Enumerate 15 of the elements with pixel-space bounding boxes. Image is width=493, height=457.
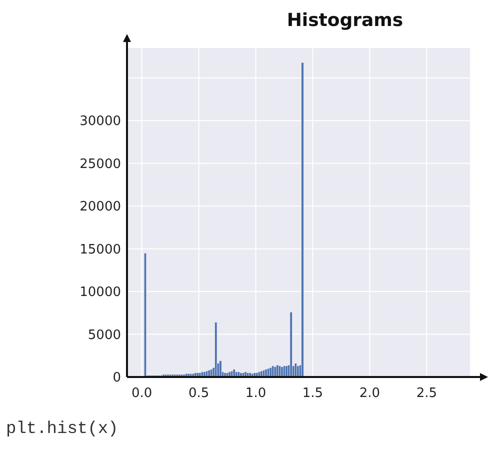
x-tick-label: 1.5 xyxy=(302,386,324,401)
chart-title: Histograms xyxy=(286,10,404,31)
y-tick-label: 30000 xyxy=(80,114,121,130)
y-tick-label: 25000 xyxy=(80,156,121,172)
y-tick-label: 10000 xyxy=(80,285,121,300)
x-tick-label: 1.0 xyxy=(245,386,266,401)
y-tick-label: 5000 xyxy=(88,328,121,343)
x-tick-label: 2.5 xyxy=(416,386,438,401)
y-tick-label: 20000 xyxy=(80,200,121,215)
y-tick-label: 15000 xyxy=(80,242,121,258)
x-tick-label: 2.0 xyxy=(359,386,380,401)
text: plt.hist(x) xyxy=(6,420,118,439)
y-tick-label: 0 xyxy=(112,370,121,386)
x-tick-label: 0.5 xyxy=(188,386,210,401)
x-tick-label: 0.0 xyxy=(131,386,152,401)
